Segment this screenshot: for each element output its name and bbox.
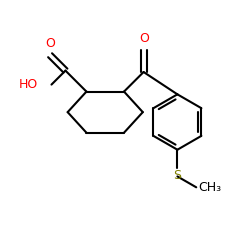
- Text: O: O: [45, 37, 55, 50]
- Text: CH₃: CH₃: [198, 181, 221, 194]
- Text: O: O: [140, 32, 149, 45]
- Text: HO: HO: [18, 78, 38, 91]
- Text: S: S: [174, 168, 182, 181]
